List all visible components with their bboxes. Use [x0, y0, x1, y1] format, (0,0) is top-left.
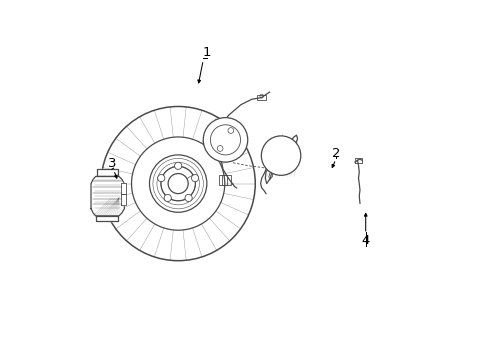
Circle shape	[191, 175, 198, 182]
Text: 3: 3	[107, 157, 116, 170]
Text: 4: 4	[361, 234, 369, 247]
Polygon shape	[354, 158, 362, 163]
Circle shape	[203, 118, 247, 162]
Polygon shape	[97, 169, 118, 176]
Circle shape	[157, 175, 164, 182]
Circle shape	[174, 162, 182, 170]
Circle shape	[164, 194, 171, 202]
Bar	[257, 95, 265, 100]
Text: 2: 2	[331, 147, 340, 159]
Polygon shape	[91, 176, 124, 216]
Polygon shape	[265, 135, 297, 184]
Circle shape	[261, 136, 300, 175]
Bar	[222, 175, 230, 185]
Polygon shape	[96, 216, 118, 221]
Polygon shape	[121, 194, 126, 205]
Polygon shape	[214, 127, 233, 152]
Circle shape	[227, 128, 233, 134]
Polygon shape	[121, 183, 126, 194]
Text: 1: 1	[202, 46, 211, 59]
Bar	[218, 175, 227, 185]
Circle shape	[184, 194, 192, 202]
Circle shape	[217, 145, 223, 151]
